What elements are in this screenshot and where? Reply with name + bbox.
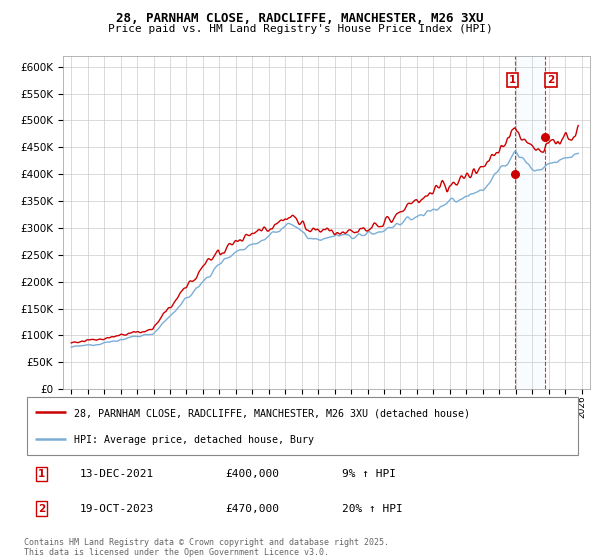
Bar bbox=[515, 56, 545, 389]
Point bbox=[541, 132, 550, 141]
Text: 1: 1 bbox=[38, 469, 45, 479]
Text: 2: 2 bbox=[547, 75, 554, 85]
Text: 13-DEC-2021: 13-DEC-2021 bbox=[80, 469, 154, 479]
Text: 28, PARNHAM CLOSE, RADCLIFFE, MANCHESTER, M26 3XU: 28, PARNHAM CLOSE, RADCLIFFE, MANCHESTER… bbox=[116, 12, 484, 25]
Text: 2: 2 bbox=[38, 504, 45, 514]
Text: Contains HM Land Registry data © Crown copyright and database right 2025.
This d: Contains HM Land Registry data © Crown c… bbox=[24, 538, 389, 557]
Text: 1: 1 bbox=[509, 75, 517, 85]
Point bbox=[511, 170, 520, 179]
Text: 28, PARNHAM CLOSE, RADCLIFFE, MANCHESTER, M26 3XU (detached house): 28, PARNHAM CLOSE, RADCLIFFE, MANCHESTER… bbox=[74, 408, 470, 418]
Text: 19-OCT-2023: 19-OCT-2023 bbox=[80, 504, 154, 514]
Text: Price paid vs. HM Land Registry's House Price Index (HPI): Price paid vs. HM Land Registry's House … bbox=[107, 24, 493, 34]
Text: £400,000: £400,000 bbox=[225, 469, 279, 479]
FancyBboxPatch shape bbox=[27, 396, 578, 455]
Text: 20% ↑ HPI: 20% ↑ HPI bbox=[342, 504, 403, 514]
Text: HPI: Average price, detached house, Bury: HPI: Average price, detached house, Bury bbox=[74, 435, 314, 445]
Text: 9% ↑ HPI: 9% ↑ HPI bbox=[342, 469, 396, 479]
Text: £470,000: £470,000 bbox=[225, 504, 279, 514]
